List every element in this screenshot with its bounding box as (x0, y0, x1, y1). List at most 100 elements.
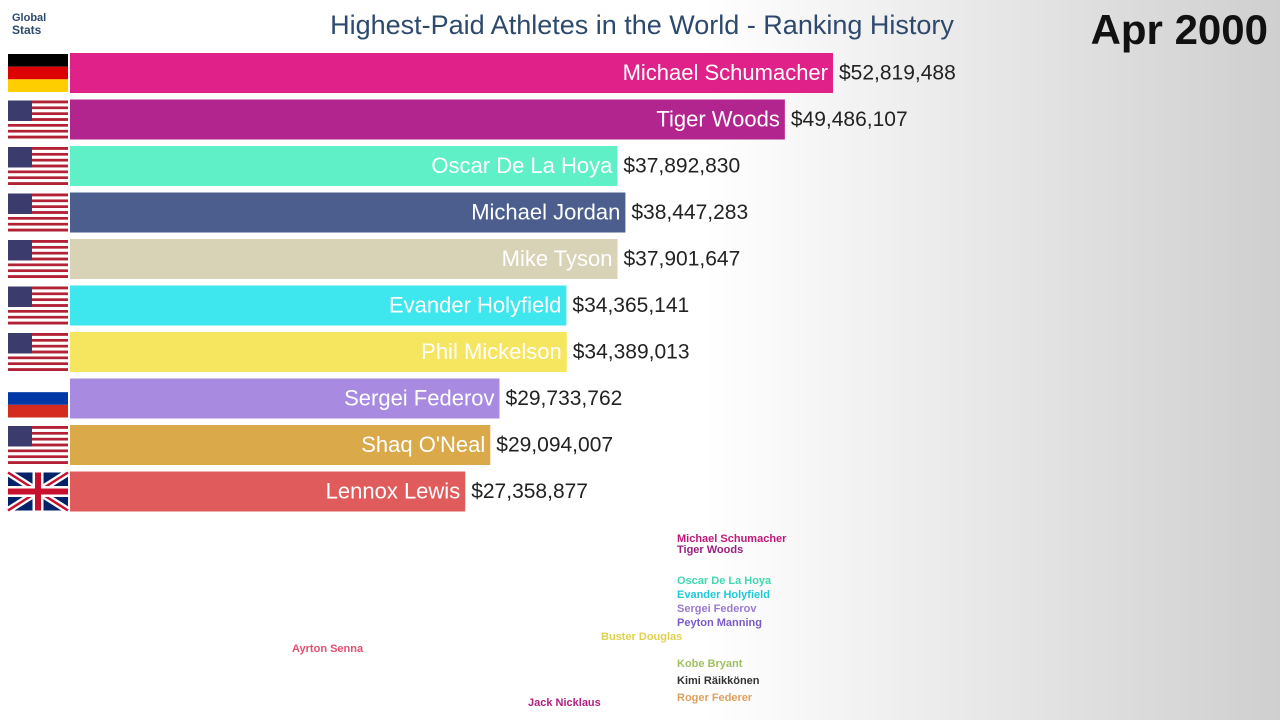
bar-label: Oscar De La Hoya (431, 153, 613, 178)
line-label: Roger Federer (677, 692, 753, 704)
flag (8, 242, 68, 246)
flag (8, 182, 68, 185)
flag (8, 161, 68, 165)
bar (70, 53, 833, 93)
value-label: $49,486,107 (791, 108, 908, 131)
flag (8, 353, 68, 357)
flag (8, 458, 68, 462)
flag (8, 126, 68, 130)
bar-label: Shaq O'Neal (361, 432, 485, 457)
flag (8, 100, 32, 121)
flag (8, 309, 68, 313)
value-label: $38,447,283 (631, 201, 748, 224)
line-label: Michael Schumacher (677, 533, 787, 545)
flag (8, 216, 68, 220)
flag (8, 269, 68, 273)
line-label: Buster Douglas (601, 631, 682, 643)
value-label: $34,389,013 (573, 341, 690, 364)
value-label: $27,358,877 (471, 480, 588, 503)
flag (8, 248, 68, 252)
flag (8, 333, 32, 354)
flag (8, 472, 68, 511)
flag (8, 426, 68, 429)
bars: Michael Schumacher $52,819,488 Tiger Woods… (6, 53, 956, 514)
flag (8, 100, 68, 104)
flag (8, 123, 68, 127)
flag (8, 301, 68, 305)
flag (8, 356, 68, 360)
flag (8, 289, 68, 293)
flag (8, 452, 68, 456)
bar (70, 425, 491, 465)
flag (8, 428, 68, 432)
flag (8, 106, 68, 110)
flag (8, 240, 32, 261)
flag (8, 312, 68, 316)
line-label: Jack Nicklaus (528, 697, 601, 709)
flag (8, 170, 68, 174)
flag (8, 164, 68, 168)
date-label: Apr 2000 (1091, 6, 1268, 53)
flag (8, 245, 68, 249)
bar (70, 378, 500, 419)
flag (8, 147, 32, 168)
flag (8, 446, 68, 450)
flag (8, 292, 68, 296)
bar (70, 239, 618, 279)
flag (8, 461, 68, 464)
flag (8, 295, 68, 299)
value-label: $37,901,647 (624, 248, 741, 271)
flag (8, 120, 68, 124)
flag (8, 152, 68, 156)
value-label: $34,365,141 (572, 294, 689, 317)
line-label: Ayrton Senna (292, 643, 364, 655)
flag (8, 338, 68, 342)
value-label: $52,819,488 (839, 62, 956, 85)
flag (8, 118, 68, 121)
line-label: Peyton Manning (677, 617, 762, 629)
flag (8, 344, 68, 348)
flag (8, 359, 68, 363)
bar-label: Mike Tyson (502, 246, 613, 271)
flag (8, 333, 68, 336)
flag (8, 341, 68, 345)
flag (8, 315, 68, 319)
bar (70, 471, 466, 512)
line-label: Oscar De La Hoya (677, 575, 772, 587)
flag (8, 222, 68, 226)
line-label: Kobe Bryant (677, 658, 743, 670)
flag (8, 350, 68, 354)
bar (70, 332, 567, 372)
flag (8, 260, 68, 264)
flag (8, 257, 68, 261)
bar (70, 99, 785, 140)
flag (8, 440, 68, 444)
line-label: Tiger Woods (677, 544, 743, 556)
bar-label: Sergei Federov (344, 385, 494, 410)
chart-title: Highest-Paid Athletes in the World - Ran… (330, 10, 954, 40)
flag (8, 443, 68, 447)
flag (8, 368, 68, 371)
flag (8, 173, 68, 177)
line-label: Evander Holyfield (677, 589, 770, 601)
flag (8, 167, 68, 171)
flag (8, 455, 68, 459)
flag (8, 431, 68, 435)
logo-text: Global (12, 12, 46, 24)
flag (8, 228, 68, 232)
flag (8, 254, 68, 258)
flag (8, 304, 68, 307)
flag (8, 54, 68, 67)
flag (8, 434, 68, 438)
flag (8, 193, 68, 197)
line-label: Kimi Räikkönen (677, 675, 760, 687)
flag (8, 347, 68, 351)
flag (8, 275, 68, 278)
flag (8, 263, 68, 267)
flag (8, 240, 68, 243)
flag (8, 335, 68, 339)
bar-label: Michael Schumacher (623, 60, 828, 85)
bar-label: Tiger Woods (656, 106, 780, 131)
flag (8, 272, 68, 276)
flag (8, 149, 68, 153)
